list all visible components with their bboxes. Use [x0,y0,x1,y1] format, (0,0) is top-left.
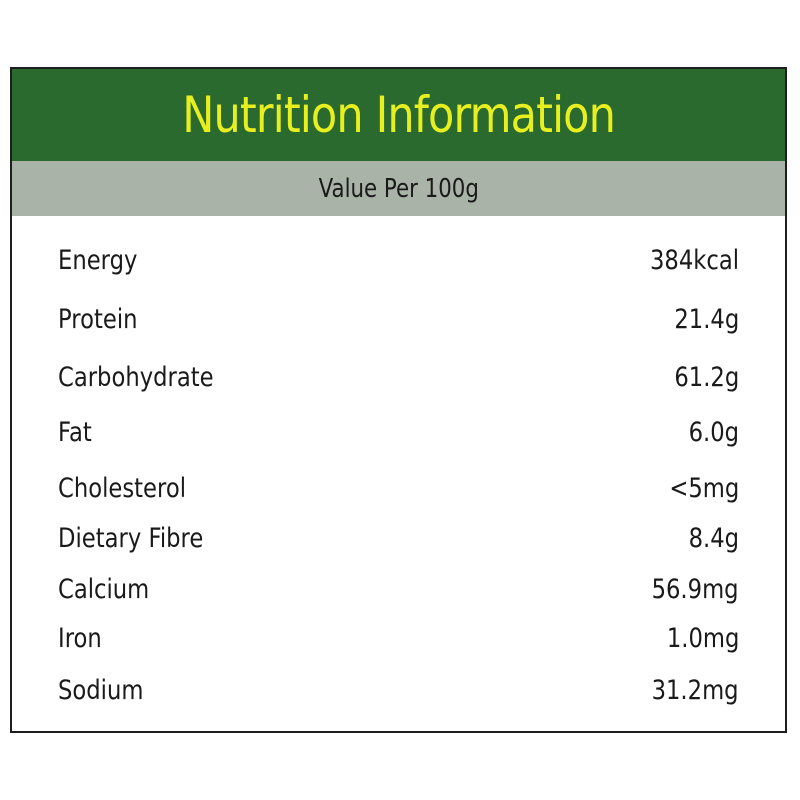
nutrient-value: 21.4g [674,303,739,335]
nutrient-label: Dietary Fibre [58,522,204,554]
nutrient-label: Cholesterol [58,472,187,504]
nutrient-value: 8.4g [688,522,739,554]
nutrient-value: 6.0g [688,416,739,448]
nutrition-panel: Nutrition Information Value Per 100g Ene… [10,67,787,733]
title-bar: Nutrition Information [12,69,785,161]
nutrient-label: Fat [58,416,92,448]
nutrient-value: <5mg [669,472,739,504]
nutrient-row-fat: Fat 6.0g [58,412,739,452]
nutrient-row-calcium: Calcium 56.9mg [58,569,739,609]
serving-basis-label: Value Per 100g [318,173,479,204]
nutrient-label: Energy [58,244,138,276]
nutrient-row-cholesterol: Cholesterol <5mg [58,468,739,508]
nutrient-value: 1.0mg [666,622,739,654]
nutrient-label: Calcium [58,573,150,605]
nutrient-label: Iron [58,622,102,654]
nutrient-label: Carbohydrate [58,361,214,393]
nutrient-label: Sodium [58,674,144,706]
nutrient-value: 56.9mg [652,573,739,605]
nutrient-row-carbohydrate: Carbohydrate 61.2g [58,357,739,397]
nutrient-row-iron: Iron 1.0mg [58,618,739,658]
nutrient-row-energy: Energy 384kcal [58,240,739,280]
nutrient-row-sodium: Sodium 31.2mg [58,670,739,710]
nutrient-value: 384kcal [649,244,739,276]
nutrient-row-protein: Protein 21.4g [58,299,739,339]
serving-basis-bar: Value Per 100g [12,161,785,216]
page-title: Nutrition Information [182,86,616,144]
nutrient-row-dietary-fibre: Dietary Fibre 8.4g [58,518,739,558]
nutrient-value: 31.2mg [652,674,739,706]
nutrient-label: Protein [58,303,138,335]
nutrient-value: 61.2g [674,361,739,393]
